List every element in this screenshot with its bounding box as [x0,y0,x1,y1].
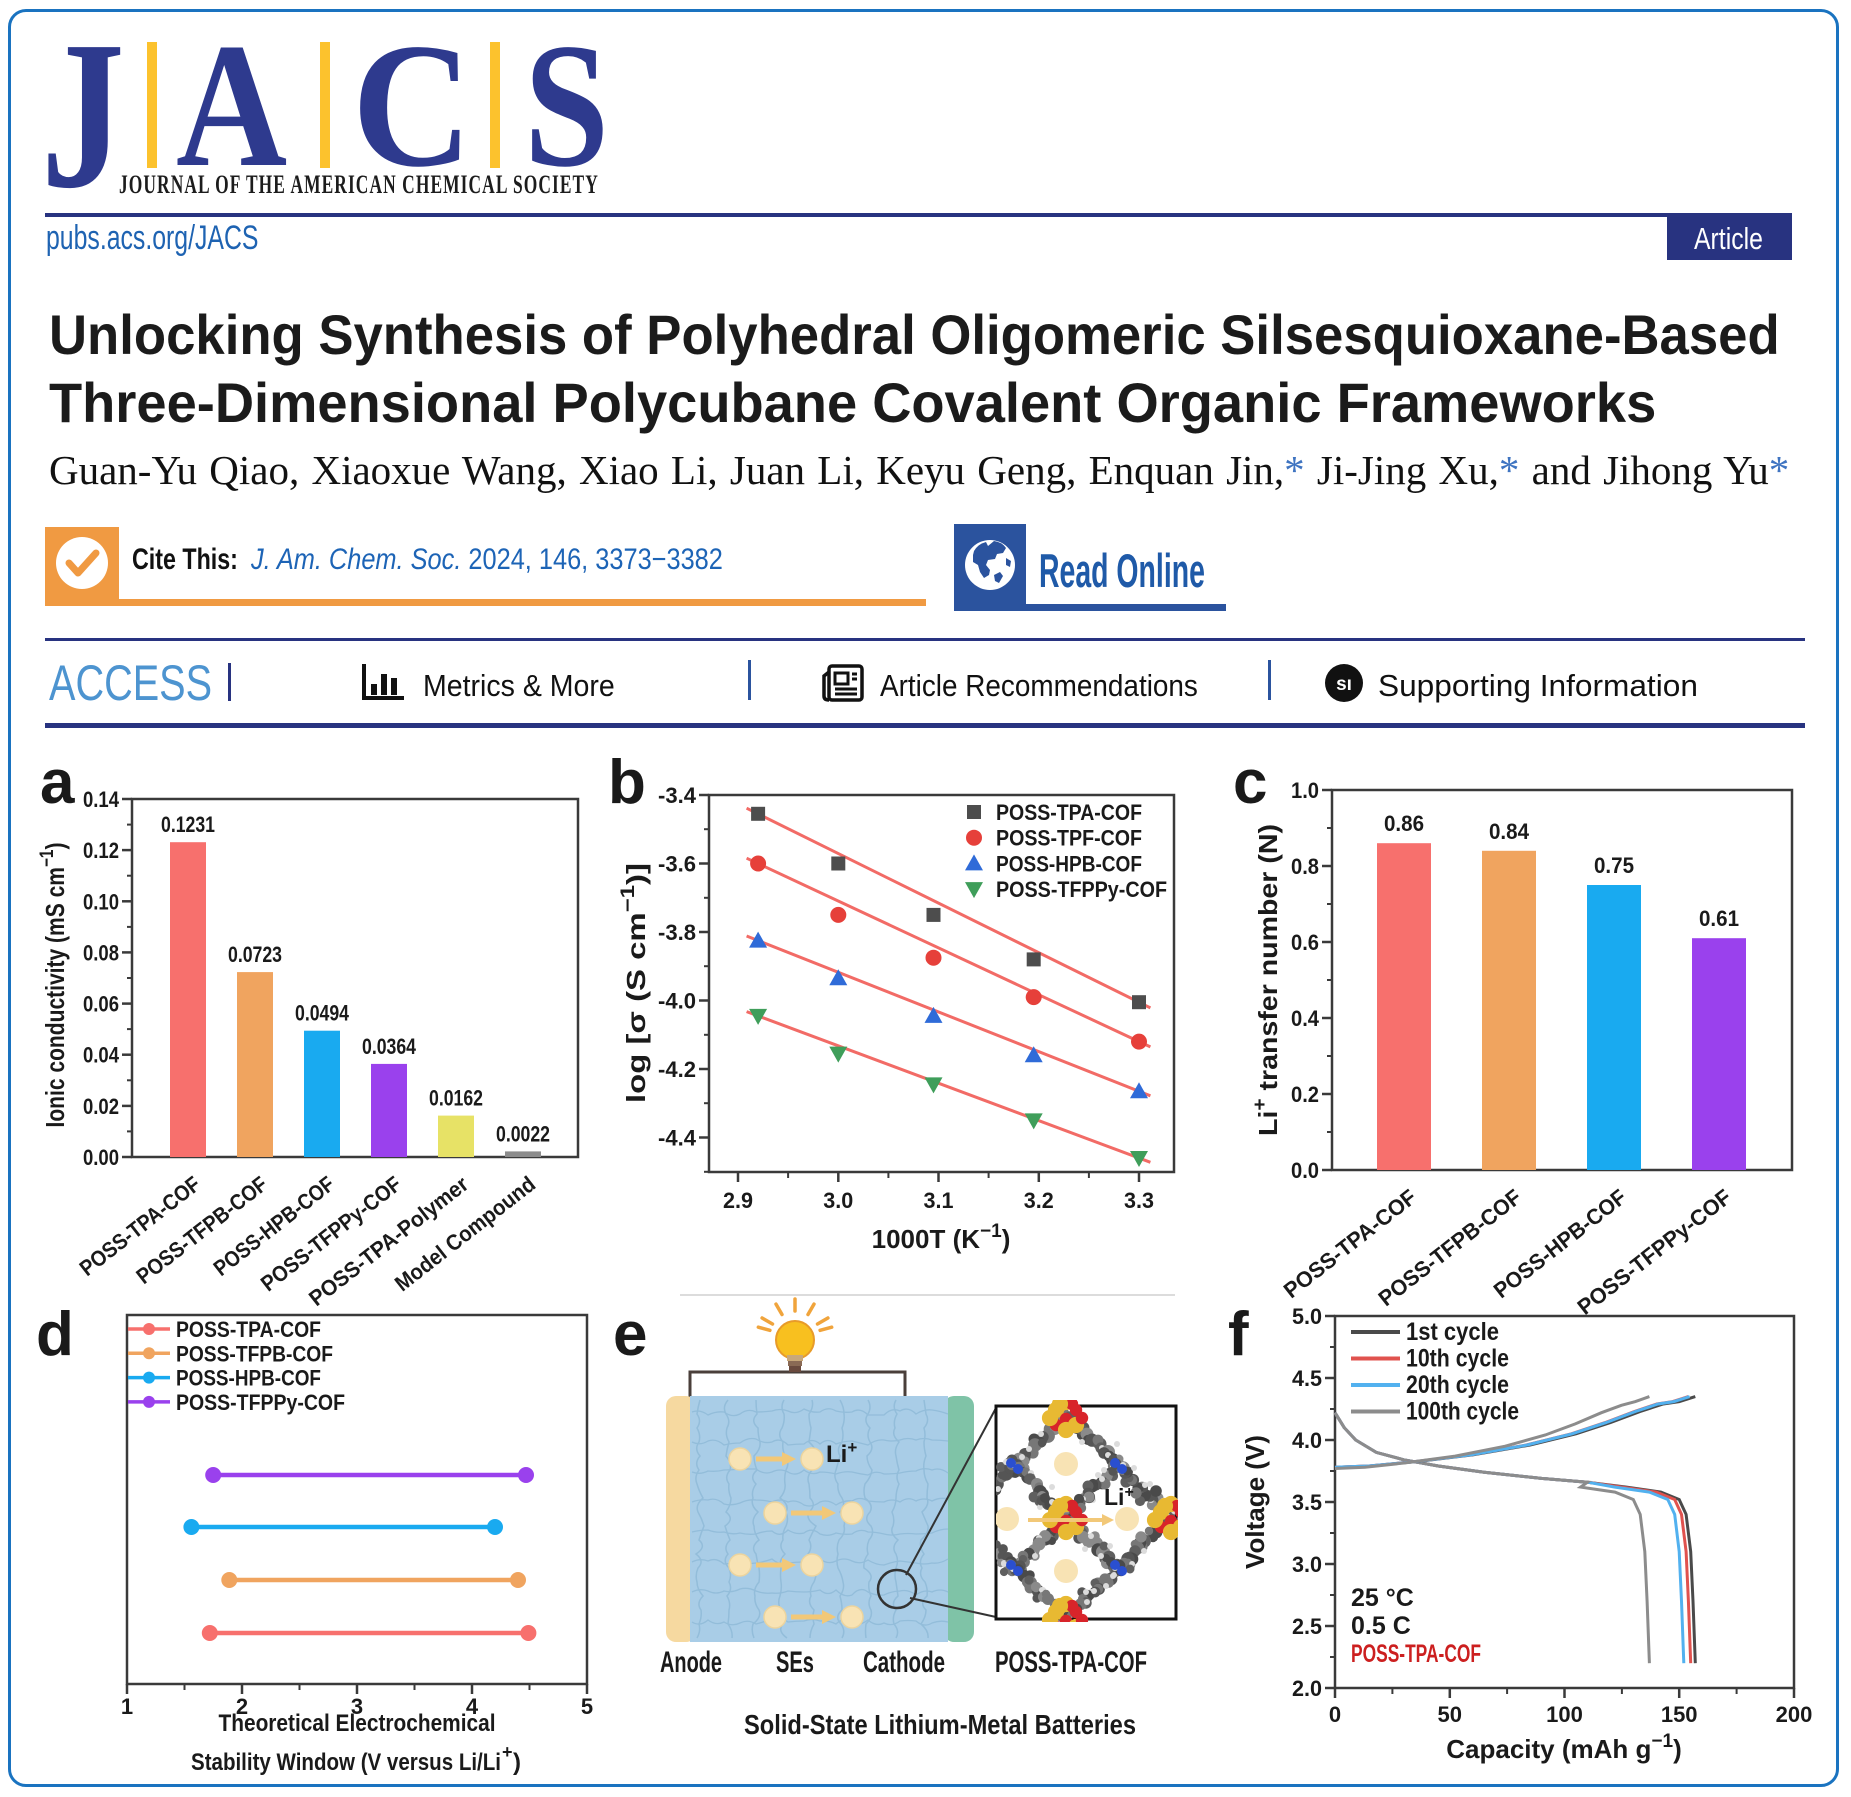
svg-text:POSS-TPA-COF: POSS-TPA-COF [996,800,1142,825]
svg-text:SEs: SEs [776,1646,814,1679]
svg-text:4: 4 [466,1694,479,1719]
svg-text:0.0162: 0.0162 [429,1086,483,1111]
svg-text:Voltage (V): Voltage (V) [1240,1435,1270,1569]
svg-text:3.5: 3.5 [1292,1490,1322,1515]
svg-text:0.02: 0.02 [83,1094,119,1119]
svg-text:2: 2 [236,1694,248,1719]
svg-text:3.3: 3.3 [1124,1188,1154,1213]
svg-text:4.0: 4.0 [1292,1428,1322,1453]
svg-text:POSS-HPB-COF: POSS-HPB-COF [996,851,1142,876]
svg-text:20th cycle: 20th cycle [1406,1371,1509,1399]
svg-text:Theoretical Electrochemical: Theoretical Electrochemical [219,1710,496,1737]
svg-text:-4.4: -4.4 [658,1126,697,1151]
svg-text:c: c [1233,748,1267,817]
svg-text:0.61: 0.61 [1699,906,1739,931]
svg-text:200: 200 [1776,1702,1813,1727]
svg-text:100th cycle: 100th cycle [1406,1398,1519,1426]
svg-text:Cathode: Cathode [863,1646,945,1679]
svg-text:2.9: 2.9 [723,1188,753,1213]
svg-text:4.5: 4.5 [1292,1366,1322,1391]
svg-text:d: d [36,1300,74,1369]
svg-text:-3.6: -3.6 [658,852,696,877]
svg-text:a: a [40,748,75,817]
svg-text:0.4: 0.4 [1291,1006,1320,1031]
svg-text:Li+ transfer number (N): Li+ transfer number (N) [1250,824,1283,1136]
svg-text:+: + [502,1742,513,1762]
svg-text:3.2: 3.2 [1024,1188,1054,1213]
svg-text:0.2: 0.2 [1291,1082,1319,1107]
svg-text:0.8: 0.8 [1291,854,1319,879]
svg-text:0.0723: 0.0723 [228,942,282,967]
svg-text:0.04: 0.04 [83,1043,120,1068]
svg-text:0.6: 0.6 [1291,930,1319,955]
svg-text:POSS-HPB-COF: POSS-HPB-COF [176,1366,321,1391]
svg-text:f: f [1228,1300,1249,1369]
svg-text:0.75: 0.75 [1594,853,1634,878]
svg-text:-3.8: -3.8 [658,920,696,945]
svg-text:0.0364: 0.0364 [362,1034,417,1059]
svg-text:3.0: 3.0 [1292,1552,1322,1577]
svg-text:3.1: 3.1 [924,1188,954,1213]
svg-text:log [σ (S cm−1)]: log [σ (S cm−1)] [618,863,651,1103]
svg-text:POSS-TFPPy-COF: POSS-TFPPy-COF [996,877,1167,902]
svg-text:25 °C: 25 °C [1351,1584,1414,1612]
svg-text:10th cycle: 10th cycle [1406,1345,1509,1373]
svg-text:0.0022: 0.0022 [496,1121,550,1146]
svg-text:3: 3 [351,1694,363,1719]
svg-text:-3.4: -3.4 [658,783,697,808]
svg-text:0.00: 0.00 [83,1145,119,1170]
svg-text:e: e [613,1300,647,1369]
svg-text:POSS-TPA-COF: POSS-TPA-COF [1351,1640,1481,1668]
svg-text:1: 1 [121,1694,133,1719]
svg-text:POSS-TPA-COF: POSS-TPA-COF [176,1317,321,1342]
svg-text:Solid-State Lithium-Metal Batt: Solid-State Lithium-Metal Batteries [744,1709,1136,1740]
svg-text:0.10: 0.10 [83,889,119,914]
svg-text:0.5 C: 0.5 C [1351,1612,1411,1640]
svg-text:POSS-TPA-COF: POSS-TPA-COF [995,1646,1147,1679]
svg-text:0.0494: 0.0494 [295,1001,350,1026]
svg-text:0.86: 0.86 [1384,811,1424,836]
svg-text:-4.2: -4.2 [658,1057,696,1082]
svg-text:Stability Window (V versus Li/: Stability Window (V versus Li/Li [191,1749,501,1776]
svg-text:Capacity (mAh g−1): Capacity (mAh g−1) [1446,1731,1682,1764]
svg-text:Ionic conductivity (mS cm−1): Ionic conductivity (mS cm−1) [37,843,70,1128]
svg-text:150: 150 [1661,1702,1698,1727]
svg-text:POSS-TFPB-COF: POSS-TFPB-COF [176,1341,333,1366]
svg-text:0.1231: 0.1231 [161,812,215,837]
svg-text:2.0: 2.0 [1292,1676,1322,1701]
svg-text:-4.0: -4.0 [658,989,696,1014]
svg-text:50: 50 [1438,1702,1462,1727]
svg-text:0.06: 0.06 [83,992,119,1017]
svg-text:0.08: 0.08 [83,940,119,965]
svg-text:0.84: 0.84 [1489,819,1530,844]
svg-text:100: 100 [1546,1702,1583,1727]
svg-text:0.0: 0.0 [1291,1158,1319,1183]
svg-text:3.0: 3.0 [823,1188,853,1213]
svg-text:0.14: 0.14 [83,787,120,812]
svg-text:POSS-TFPPy-COF: POSS-TFPPy-COF [176,1390,345,1415]
svg-text:1.0: 1.0 [1291,778,1319,803]
svg-text:1st cycle: 1st cycle [1406,1318,1499,1346]
svg-text:0.12: 0.12 [83,838,119,863]
svg-text:5.0: 5.0 [1292,1304,1322,1329]
svg-text:5: 5 [581,1694,593,1719]
svg-text:b: b [608,748,646,817]
svg-text:): ) [513,1749,521,1776]
svg-text:2.5: 2.5 [1292,1614,1322,1639]
svg-text:sı: sı [1336,674,1352,695]
svg-text:POSS-TPF-COF: POSS-TPF-COF [996,826,1142,851]
svg-text:1000T (K−1): 1000T (K−1) [872,1221,1011,1254]
svg-text:Anode: Anode [660,1646,722,1679]
svg-text:0: 0 [1329,1702,1341,1727]
